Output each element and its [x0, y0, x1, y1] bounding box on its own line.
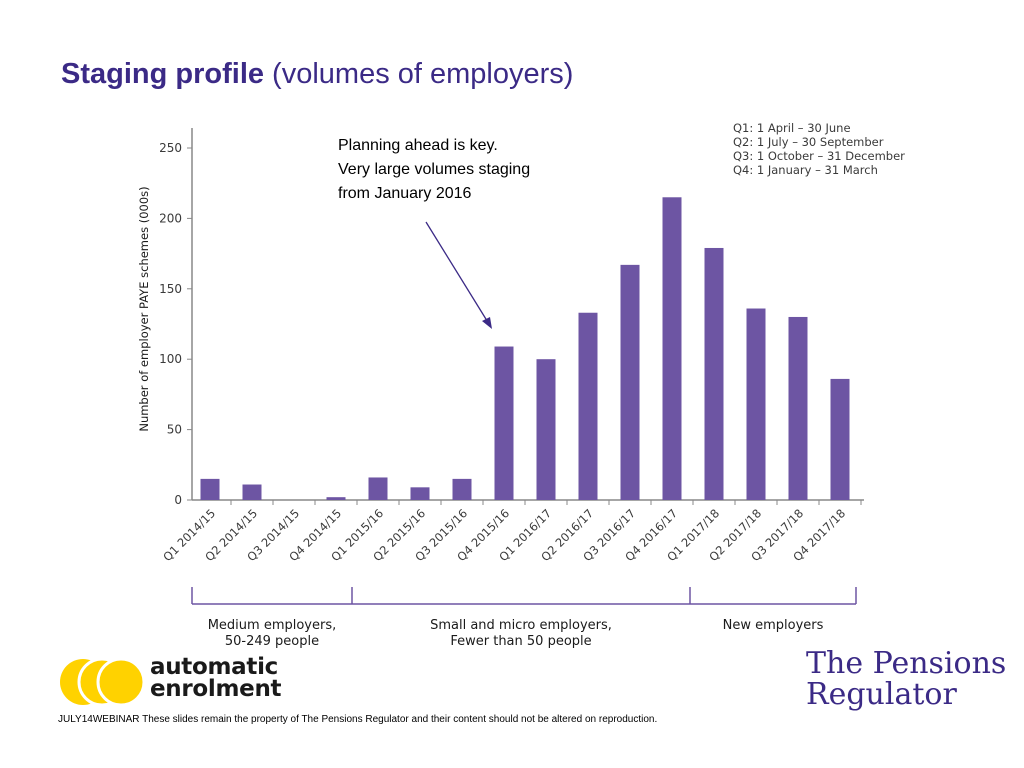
legend-q2: Q2: 1 July – 30 September — [733, 135, 884, 149]
group-label-line-1: Medium employers, — [208, 618, 337, 633]
group-label-line-1: Small and micro employers, — [430, 618, 612, 633]
bar — [326, 497, 346, 500]
bar-chart: 0 50 100 150 200 250 Number of employer PAYE s… — [137, 128, 864, 649]
tpr-line-2: Regulator — [806, 677, 957, 712]
bar — [788, 316, 808, 500]
y-tick-label: 150 — [159, 282, 182, 296]
bar — [704, 247, 724, 500]
title-rest: (volumes of employers) — [264, 58, 574, 90]
note-line-1: Planning ahead is key. — [338, 137, 498, 154]
y-tick-label: 50 — [167, 423, 182, 437]
y-tick-label: 250 — [159, 141, 182, 155]
title-bold: Staging profile — [61, 58, 264, 90]
group-label-line-2: 50-249 people — [225, 634, 319, 649]
tpr-line-1: The Pensions — [806, 646, 1007, 681]
bar — [620, 264, 640, 500]
bar — [410, 487, 430, 500]
footer-text: JULY14WEBINAR These slides remain the pr… — [58, 714, 658, 725]
page-title: Staging profile (volumes of employers) — [61, 58, 573, 91]
ae-line-2: enrolment — [150, 676, 282, 702]
group-label-line-1: New employers — [723, 618, 824, 633]
quarters-legend: Q1: 1 April – 30 June Q2: 1 July – 30 Se… — [733, 121, 905, 177]
legend-q4: Q4: 1 January – 31 March — [733, 163, 878, 177]
y-tick-label: 200 — [159, 211, 182, 225]
bar — [242, 484, 262, 500]
note-line-2: Very large volumes staging — [338, 161, 531, 178]
automatic-enrolment-logo-text: automatic enrolment — [150, 654, 282, 702]
bar — [200, 478, 220, 500]
bar — [494, 346, 514, 500]
ae-line-1: automatic — [150, 654, 278, 680]
bar — [662, 197, 682, 500]
group-label-line-2: Fewer than 50 people — [450, 634, 591, 649]
annotation-arrow-line — [425, 221, 490, 325]
bar — [746, 308, 766, 500]
bar — [830, 378, 850, 500]
automatic-enrolment-logo-icon — [60, 657, 146, 707]
pensions-regulator-logo: The Pensions Regulator — [806, 648, 1006, 710]
note-line-3: from January 2016 — [338, 185, 472, 202]
y-tick-label: 0 — [174, 493, 182, 507]
y-tick-label: 100 — [159, 352, 182, 366]
bar — [452, 478, 472, 500]
legend-q1: Q1: 1 April – 30 June — [733, 121, 851, 135]
bar — [368, 477, 388, 500]
legend-q3: Q3: 1 October – 31 December — [733, 149, 905, 163]
y-axis-label: Number of employer PAYE schemes (000s) — [137, 186, 151, 431]
annotation-note: Planning ahead is key. Very large volume… — [338, 134, 530, 206]
bar — [578, 312, 598, 500]
annotation-arrowhead — [482, 317, 492, 329]
bar — [536, 359, 556, 500]
